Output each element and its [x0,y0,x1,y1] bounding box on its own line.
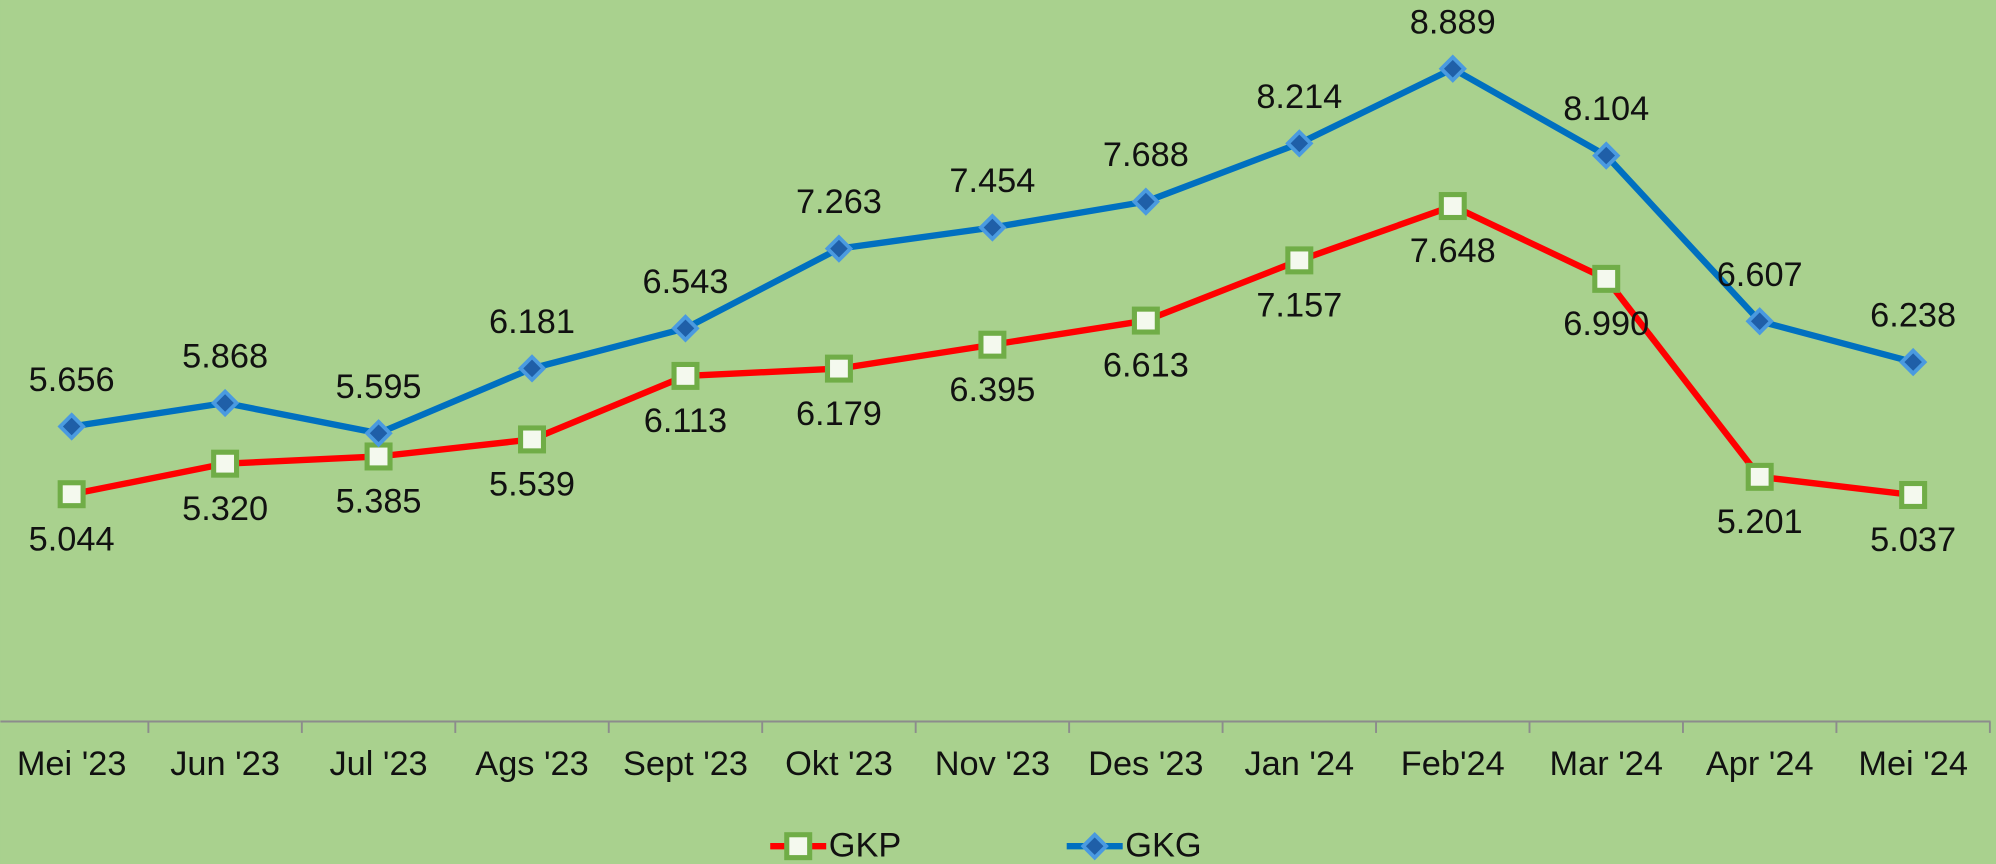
point [1131,187,1161,216]
data-label: 7.157 [1256,287,1342,325]
x-tick-label: Jan '24 [1244,745,1354,783]
data-label: 5.037 [1870,521,1956,559]
point [1592,264,1621,293]
legend-marker [784,832,813,861]
point [364,442,393,471]
point [1899,347,1928,377]
x-tick-label: Mar '24 [1550,745,1663,783]
point [1745,462,1774,491]
point [1438,192,1467,221]
data-label: 7.688 [1103,136,1189,174]
data-label: 6.238 [1870,297,1956,335]
data-label: 5.539 [489,466,575,504]
data-label: 7.648 [1410,232,1496,270]
point [824,234,854,263]
point [1745,307,1774,336]
point [364,419,393,448]
data-label: 8.104 [1563,90,1649,128]
data-label: 8.889 [1410,3,1496,41]
data-label: 5.044 [29,520,115,558]
data-label: 6.543 [643,263,729,301]
data-label: 6.395 [949,371,1035,409]
x-tick-label: Okt '23 [785,745,893,783]
x-tick-label: Ags '23 [475,745,588,783]
legend-label: GKP [829,827,902,864]
data-label: 6.990 [1563,305,1649,343]
point [210,388,240,418]
x-tick-label: Des '23 [1088,745,1203,783]
x-tick-label: Mei '23 [17,745,127,783]
point [978,213,1007,242]
point [1285,246,1314,275]
x-tick-label: Jul '23 [329,745,427,783]
data-label: 5.385 [336,483,422,521]
legend-marker [1080,832,1109,861]
point [824,354,853,383]
point [211,449,240,478]
data-label: 5.656 [29,361,115,399]
point [57,480,86,509]
x-tick-label: Sept '23 [623,745,748,783]
legend-label: GKG [1125,827,1201,864]
x-tick-label: Mei '24 [1858,745,1968,783]
data-label: 7.263 [796,183,882,221]
x-tick-label: Apr '24 [1706,745,1814,783]
data-label: 6.181 [489,303,575,341]
data-label: 5.201 [1717,503,1803,541]
x-tick-label: Feb'24 [1401,745,1505,783]
data-label: 8.214 [1256,78,1342,116]
data-label: 5.868 [182,338,268,376]
x-tick-label: Nov '23 [935,745,1050,783]
data-label: 6.113 [644,402,727,440]
point [671,361,700,390]
data-label: 5.595 [336,368,422,406]
point [978,330,1007,359]
point [518,425,547,454]
point [1131,306,1160,335]
point [1285,129,1314,158]
point [671,314,700,343]
point [1899,480,1928,509]
point [1592,141,1621,170]
data-label: 6.613 [1103,347,1189,385]
x-tick-label: Jun '23 [170,745,280,783]
data-label: 7.454 [949,162,1035,200]
data-label: 6.607 [1717,256,1803,294]
data-label: 5.320 [182,490,268,528]
data-label: 6.179 [796,395,882,433]
point [517,354,547,383]
point [1438,54,1467,83]
point [57,412,86,441]
